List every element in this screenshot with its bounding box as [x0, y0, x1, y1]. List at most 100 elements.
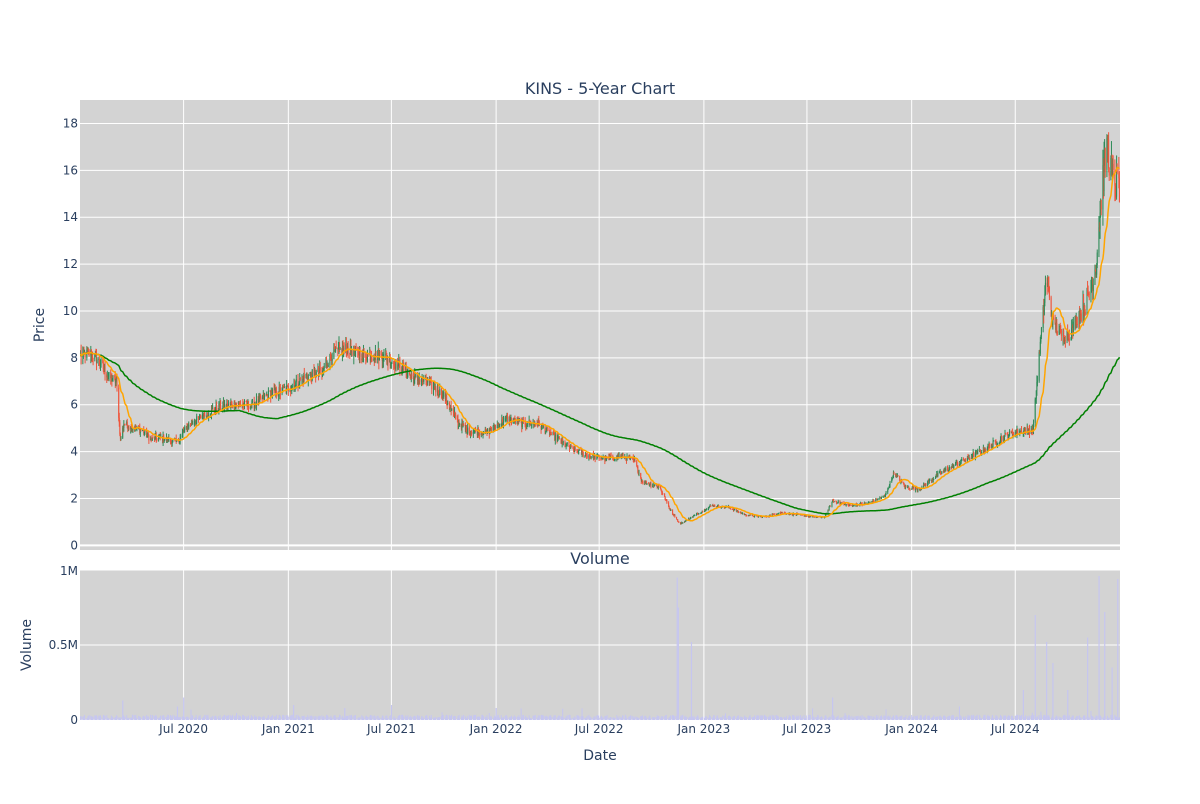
- candle-body: [748, 515, 750, 517]
- volume-bar: [191, 715, 193, 720]
- volume-bar: [1115, 717, 1117, 720]
- volume-bar: [740, 717, 742, 720]
- volume-bar: [433, 717, 435, 720]
- volume-bar: [108, 718, 110, 720]
- candle-body: [1044, 282, 1046, 295]
- candle-body: [343, 347, 345, 352]
- candle-body: [853, 505, 855, 507]
- candle-body: [156, 438, 158, 441]
- candle-body: [829, 505, 831, 508]
- volume-bar: [135, 718, 137, 720]
- candle-body: [299, 377, 301, 381]
- candle-body: [896, 474, 898, 476]
- candle-body: [406, 373, 408, 376]
- candle-body: [1076, 324, 1078, 325]
- candle-body: [130, 426, 132, 432]
- candle-body: [509, 418, 511, 423]
- candle-body: [1035, 398, 1037, 400]
- volume-bar: [406, 717, 408, 720]
- volume-bar: [614, 717, 616, 720]
- volume-bar: [514, 717, 516, 720]
- candle-body: [443, 391, 445, 397]
- volume-bar: [254, 715, 256, 720]
- candle-body: [216, 405, 218, 410]
- candle-body: [267, 394, 269, 399]
- volume-bar: [859, 716, 861, 720]
- volume-bar: [453, 716, 455, 720]
- volume-bar: [759, 715, 761, 720]
- candle-body: [812, 516, 814, 518]
- volume-bar: [968, 717, 970, 720]
- candle-body: [901, 480, 903, 483]
- candle-body: [489, 428, 491, 434]
- candle-body: [246, 401, 248, 404]
- volume-bar: [198, 715, 200, 720]
- candle-body: [445, 395, 447, 402]
- volume-bar: [621, 715, 623, 720]
- price-grid: [80, 100, 1120, 550]
- candle-body: [580, 449, 582, 451]
- candle-body: [805, 515, 807, 517]
- candle-body: [598, 455, 600, 459]
- candle-body: [661, 492, 663, 494]
- volume-bar: [954, 717, 956, 720]
- volume-bar: [757, 715, 759, 720]
- candle-body: [481, 433, 483, 436]
- volume-bar: [242, 714, 244, 720]
- candle-body: [258, 397, 260, 399]
- candle-body: [544, 426, 546, 433]
- candle-body: [879, 497, 881, 499]
- volume-bar: [142, 715, 144, 720]
- candle-body: [270, 391, 272, 398]
- candle-body: [282, 386, 284, 388]
- volume-bar: [130, 717, 132, 720]
- candle-body: [83, 349, 85, 353]
- volume-grid: [80, 569, 1120, 721]
- volume-bar: [804, 718, 806, 720]
- candle-body: [1046, 282, 1048, 286]
- candle-body: [741, 512, 743, 514]
- volume-bar: [446, 715, 448, 720]
- candle-body: [588, 455, 590, 458]
- volume-bar: [919, 718, 921, 720]
- volume-bar: [856, 716, 858, 720]
- volume-bar: [990, 718, 992, 720]
- candle-body: [418, 379, 420, 384]
- volume-spike: [495, 708, 497, 720]
- volume-bar: [224, 714, 226, 720]
- candle-body: [704, 509, 706, 511]
- candle-body: [490, 429, 492, 431]
- candle-body: [258, 397, 260, 404]
- candle-body: [498, 423, 500, 428]
- volume-bar: [544, 716, 546, 720]
- candle-body: [637, 472, 639, 474]
- volume-bar: [1007, 717, 1009, 720]
- volume-bar: [455, 718, 457, 720]
- candle-body: [919, 488, 921, 491]
- candle-body: [218, 403, 220, 411]
- candle-body: [542, 426, 544, 428]
- volume-bar: [1075, 717, 1077, 720]
- candle-body: [995, 440, 997, 442]
- candle-body: [422, 380, 424, 382]
- volume-bar: [673, 716, 675, 720]
- volume-bar: [712, 718, 714, 720]
- volume-bar: [784, 716, 786, 720]
- candle-body: [468, 427, 470, 434]
- candle-body: [315, 371, 317, 377]
- candle-body: [1087, 290, 1089, 293]
- candle-body: [146, 429, 148, 437]
- volume-bar: [756, 715, 758, 720]
- candle-body: [453, 412, 455, 414]
- volume-bar: [491, 717, 493, 720]
- candle-body: [636, 461, 638, 466]
- volume-bar: [947, 716, 949, 720]
- volume-bar: [638, 717, 640, 720]
- volume-bar: [297, 714, 299, 720]
- volume-bar: [240, 716, 242, 720]
- volume-bar: [419, 718, 421, 720]
- candle-body: [317, 368, 319, 372]
- volume-bar: [206, 717, 208, 720]
- volume-bar: [985, 717, 987, 720]
